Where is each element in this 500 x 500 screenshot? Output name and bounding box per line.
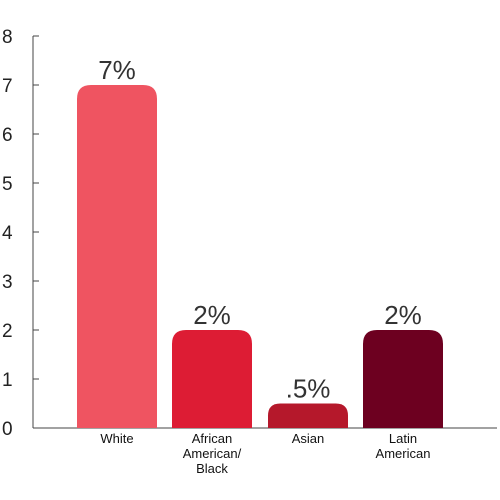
y-tick-label: 1 xyxy=(2,370,13,391)
y-tick-label: 5 xyxy=(2,174,13,195)
category-label: Black xyxy=(196,461,228,476)
y-tick-label: 6 xyxy=(2,125,13,146)
bar xyxy=(77,85,157,428)
y-tick-label: 2 xyxy=(2,321,13,342)
category-label: American xyxy=(376,446,431,461)
data-label: .5% xyxy=(286,374,331,404)
y-tick-label: 8 xyxy=(2,27,13,48)
y-tick-label: 4 xyxy=(2,223,13,244)
category-label: Asian xyxy=(292,431,325,446)
data-label: 2% xyxy=(384,300,422,330)
category-label: White xyxy=(100,431,133,446)
y-tick-label: 3 xyxy=(2,272,13,293)
data-label: 2% xyxy=(193,300,231,330)
category-label: African xyxy=(192,431,232,446)
category-label: American/ xyxy=(183,446,242,461)
category-label: Latin xyxy=(389,431,417,446)
bars xyxy=(77,85,443,428)
bar xyxy=(268,403,348,428)
y-tick-label: 0 xyxy=(2,419,13,440)
data-label: 7% xyxy=(98,55,136,85)
y-tick-label: 7 xyxy=(2,76,13,97)
bar xyxy=(172,330,252,428)
bar xyxy=(363,330,443,428)
